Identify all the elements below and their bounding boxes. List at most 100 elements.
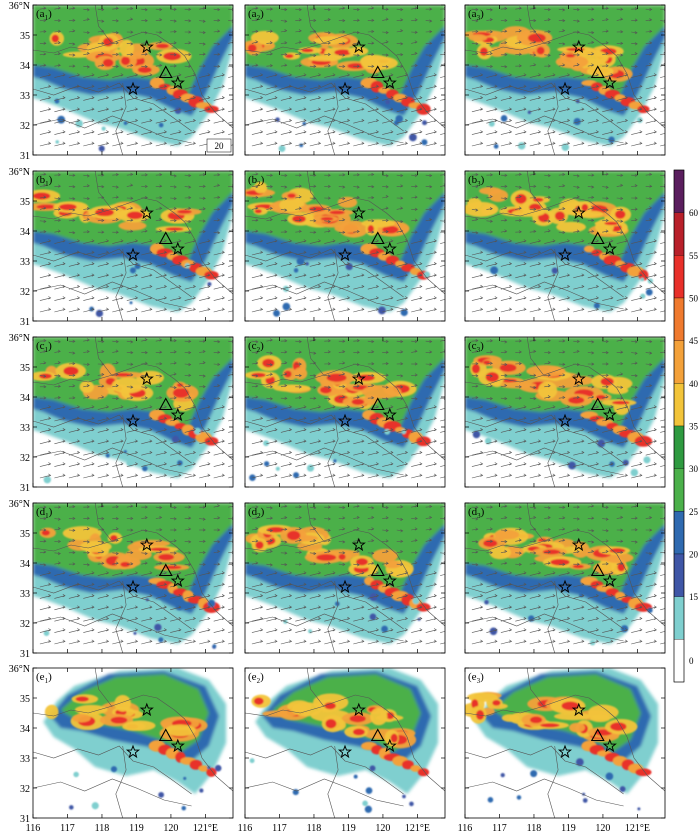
wind-vector: [645, 263, 657, 267]
wind-arrowhead: [567, 439, 571, 443]
wind-vector: [573, 363, 580, 365]
wind-arrowhead: [270, 64, 273, 68]
wind-arrowhead: [639, 284, 643, 288]
wind-vector: [631, 406, 642, 410]
wind-arrowhead: [193, 571, 196, 575]
wind-arrowhead: [57, 63, 61, 67]
wind-arrowhead: [494, 439, 498, 443]
wind-vector: [184, 186, 191, 188]
wind-arrowhead: [653, 107, 657, 111]
wind-arrowhead: [62, 96, 66, 100]
wind-arrowhead: [390, 571, 394, 575]
wind-arrowhead: [115, 6, 119, 10]
wind-vector: [645, 397, 652, 399]
wind-vector: [616, 131, 628, 135]
wind-arrowhead: [475, 384, 479, 388]
site-triangle-marker: [158, 65, 173, 79]
wind-vector: [266, 517, 273, 519]
wind-arrowhead: [356, 350, 360, 354]
wind-vector: [251, 131, 263, 135]
wind-arrowhead: [101, 516, 105, 521]
wind-arrowhead: [414, 397, 418, 401]
wind-vector: [367, 540, 374, 542]
wind-arrowhead: [217, 18, 221, 22]
wind-arrowhead: [567, 141, 571, 145]
reflectivity-cell: [207, 599, 216, 608]
wind-vector: [170, 274, 181, 279]
wind-vector: [68, 30, 75, 33]
wind-arrowhead: [475, 185, 479, 189]
reflectivity-cell: [123, 121, 128, 125]
wind-arrowhead: [429, 550, 433, 554]
wind-arrowhead: [62, 428, 66, 432]
wind-arrowhead: [159, 30, 163, 34]
wind-arrowhead: [620, 53, 624, 57]
wind-arrowhead: [58, 505, 61, 509]
wind-arrowhead: [419, 250, 423, 254]
wind-arrowhead: [318, 616, 322, 620]
wind-arrowhead: [144, 396, 148, 400]
wind-arrowhead: [72, 231, 76, 235]
wind-vector: [602, 19, 609, 21]
wind-arrowhead: [449, 85, 451, 88]
wind-arrowhead: [144, 184, 148, 188]
wind-arrowhead: [509, 439, 513, 443]
wind-arrowhead: [610, 296, 614, 300]
wind-arrowhead: [449, 108, 451, 111]
wind-vector: [83, 475, 95, 479]
station-star-marker: [337, 413, 353, 428]
wind-arrowhead: [385, 40, 389, 44]
wind-arrowhead: [653, 118, 657, 122]
wind-vector: [266, 74, 278, 78]
wind-vector: [141, 53, 148, 56]
wind-arrowhead: [347, 439, 351, 443]
wind-arrowhead: [634, 52, 638, 56]
wind-arrowhead: [538, 307, 542, 311]
wind-arrowhead: [43, 339, 47, 343]
wind-arrowhead: [523, 439, 527, 443]
wind-vector: [170, 606, 181, 611]
wind-arrowhead: [217, 516, 221, 520]
wind-arrowhead: [318, 605, 322, 609]
wind-vector: [112, 274, 124, 279]
wind-arrowhead: [298, 218, 302, 222]
wind-arrowhead: [149, 639, 153, 643]
wind-arrowhead: [620, 372, 624, 376]
wind-arrowhead: [361, 582, 365, 586]
wind-vector: [660, 64, 665, 67]
wind-vector: [440, 220, 445, 222]
wind-arrowhead: [178, 273, 182, 277]
wind-vector: [97, 263, 109, 267]
wind-arrowhead: [255, 40, 259, 44]
wind-arrowhead: [303, 405, 307, 409]
wind-vector: [382, 463, 393, 467]
wind-vector: [251, 463, 263, 467]
wind-arrowhead: [449, 463, 451, 466]
wind-vector: [367, 309, 379, 313]
wind-vector: [515, 440, 527, 445]
wind-arrowhead: [663, 63, 665, 67]
wind-vector: [280, 297, 292, 301]
wind-vector: [616, 386, 623, 388]
wind-arrowhead: [91, 605, 95, 609]
wind-arrowhead: [130, 528, 134, 532]
wind-arrowhead: [376, 605, 379, 609]
wind-vector: [68, 131, 80, 135]
wind-arrowhead: [347, 405, 351, 409]
wind-arrowhead: [43, 206, 47, 210]
wind-arrowhead: [523, 462, 527, 466]
wind-vector: [440, 552, 445, 554]
wind-vector: [587, 240, 599, 244]
wind-vector: [660, 351, 665, 353]
wind-vector: [411, 286, 422, 290]
wind-arrowhead: [562, 52, 566, 56]
wind-vector: [83, 286, 95, 290]
wind-vector: [54, 475, 66, 479]
wind-vector: [184, 252, 196, 256]
wind-vector: [184, 108, 196, 113]
wind-arrowhead: [101, 339, 105, 344]
wind-arrowhead: [385, 373, 389, 377]
wind-arrowhead: [237, 606, 239, 609]
wind-vector: [544, 463, 556, 467]
